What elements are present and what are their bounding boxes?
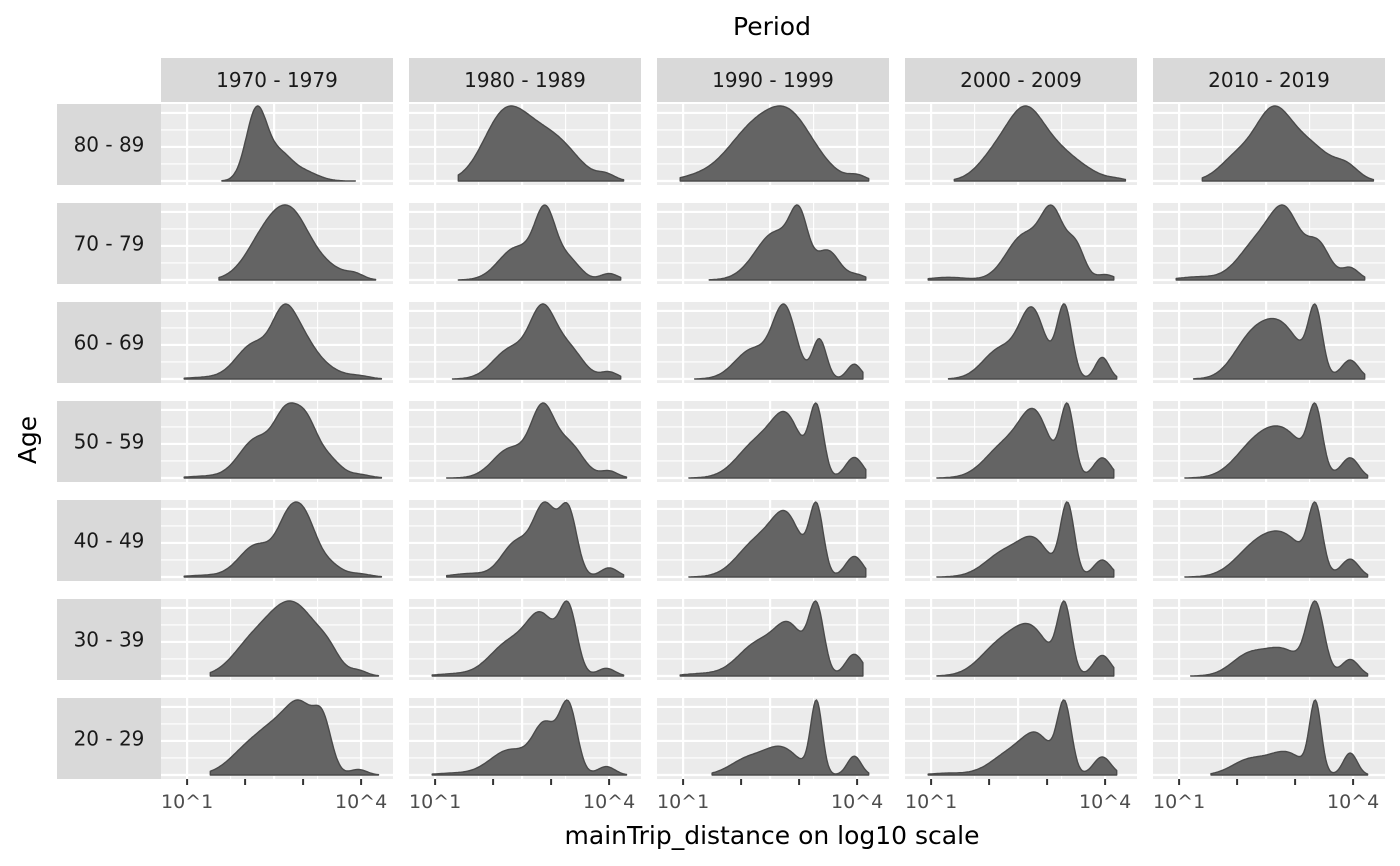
x-tick-label: 10^4 [583,791,635,813]
density-area [183,402,383,479]
density-area [431,699,628,776]
column-strip-label: 2000 - 2009 [960,68,1082,92]
row-strip-label: 30 - 39 [74,628,145,652]
density-area [221,105,356,182]
x-tick-label: 10^4 [335,791,387,813]
row-strip [57,599,161,680]
facet-row-title: Age [13,416,42,464]
density-area [446,402,628,479]
column-strip [161,58,393,102]
row-strip-label: 60 - 69 [74,331,145,355]
column-strip-label: 1970 - 1979 [216,68,338,92]
density-area [457,204,622,281]
x-tick-label: 10^1 [905,791,957,813]
density-area [1210,699,1369,776]
density-area [446,501,625,578]
density-area [936,600,1115,677]
column-strip-label: 1990 - 1999 [712,68,834,92]
density-area [711,699,870,776]
density-area [183,303,383,380]
density-area [209,699,380,776]
density-area [1175,204,1366,281]
column-strip [1153,58,1385,102]
density-area [451,303,622,380]
x-tick-label: 10^4 [831,791,883,813]
row-strip-label: 40 - 49 [74,529,145,553]
density-area [953,105,1127,182]
column-strip-label: 2010 - 2019 [1208,68,1330,92]
row-strip [57,104,161,185]
row-strip-label: 50 - 59 [74,430,145,454]
density-area [679,600,864,677]
facet-column-title: Period [733,12,811,41]
column-strip [409,58,641,102]
row-strip [57,500,161,581]
row-strip-label: 20 - 29 [74,727,145,751]
density-area [927,699,1118,776]
x-tick-label: 10^1 [161,791,213,813]
row-strip [57,302,161,383]
row-strip [57,203,161,284]
density-area [209,600,380,677]
x-tick-label: 10^1 [657,791,709,813]
density-area [218,204,377,281]
density-area [927,204,1115,281]
density-area [457,105,625,182]
density-area [1184,402,1369,479]
x-tick-label: 10^1 [409,791,461,813]
density-area [1192,303,1366,380]
density-area [1190,600,1369,677]
density-area [936,501,1115,578]
x-tick-label: 10^1 [1153,791,1205,813]
density-area [431,600,625,677]
density-area [688,501,867,578]
density-area [947,303,1118,380]
facet-grid: 1970 - 1979 1980 - 1989 1990 - 1999 2000 - … [57,58,1385,813]
density-area [688,402,867,479]
row-strip-label: 70 - 79 [74,232,145,256]
density-area [694,303,864,380]
density-area [1201,105,1375,182]
column-strip-label: 1980 - 1989 [464,68,586,92]
density-area [936,402,1115,479]
row-strip-label: 80 - 89 [74,133,145,157]
column-strip [905,58,1137,102]
x-tick-label: 10^4 [1327,791,1379,813]
row-strip [57,698,161,779]
x-tick-label: 10^4 [1079,791,1131,813]
density-area [708,204,867,281]
row-strip [57,401,161,482]
column-strip [657,58,889,102]
density-area [1184,501,1369,578]
x-axis-title: mainTrip_distance on log10 scale [565,821,980,850]
density-area [183,501,383,578]
density-area [679,105,870,182]
